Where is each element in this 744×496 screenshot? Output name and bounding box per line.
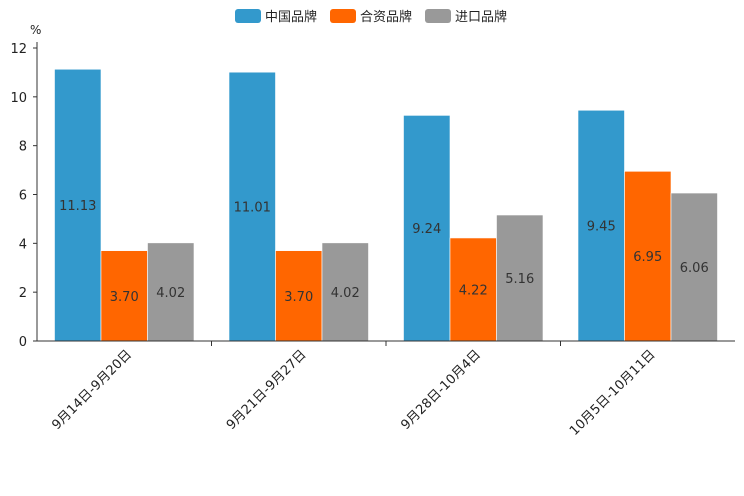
x-tick-label: 9月14日-9月20日 (49, 347, 135, 433)
legend-label: 合资品牌 (360, 9, 412, 25)
data-label: 9.45 (587, 220, 616, 235)
bar (228, 71, 276, 342)
y-tick-label: 8 (19, 140, 27, 155)
data-label: 6.06 (680, 261, 709, 276)
data-label: 4.02 (156, 286, 185, 301)
y-tick-label: 2 (19, 286, 27, 301)
legend-swatch (330, 9, 356, 23)
y-tick-label: 0 (19, 335, 27, 350)
legend-swatch (425, 9, 451, 23)
data-label: 11.01 (234, 201, 271, 216)
legend: 中国品牌 合资品牌 进口品牌 (235, 9, 507, 25)
bar (54, 68, 102, 342)
y-tick-label: 10 (10, 91, 27, 106)
legend-swatch (235, 9, 261, 23)
data-label: 3.70 (110, 290, 139, 305)
data-label: 11.13 (59, 199, 96, 214)
x-tick-label: 9月21日-9月27日 (224, 347, 310, 433)
bar (403, 115, 451, 342)
y-tick-label: 6 (19, 189, 27, 204)
bars: 11.13 11.01 9.24 9.45 3.70 3.70 4.22 6.95 4.02 4.… (54, 68, 718, 342)
bar (449, 237, 497, 342)
legend-label: 中国品牌 (265, 9, 317, 25)
data-label: 6.95 (633, 250, 662, 265)
bar (321, 242, 369, 342)
bar (624, 171, 672, 342)
x-axis: 9月14日-9月20日 9月21日-9月27日 9月28日-10月4日 10月5日-1… (37, 340, 735, 439)
bar (670, 192, 718, 342)
y-axis-unit-label: % (30, 23, 41, 37)
x-tick-label: 9月28日-10月4日 (398, 347, 484, 433)
data-label: 5.16 (505, 272, 534, 287)
data-label: 4.02 (331, 286, 360, 301)
bar (275, 250, 323, 342)
y-axis: 0 2 4 6 8 10 12 (10, 42, 38, 350)
data-label: 4.22 (459, 283, 488, 298)
y-tick-label: 12 (10, 42, 27, 57)
legend-label: 进口品牌 (455, 9, 507, 25)
data-label: 3.70 (284, 290, 313, 305)
x-tick-label: 10月5日-10月11日 (567, 347, 659, 439)
data-label: 9.24 (412, 222, 441, 237)
y-tick-label: 4 (19, 237, 27, 252)
bar (496, 214, 544, 342)
